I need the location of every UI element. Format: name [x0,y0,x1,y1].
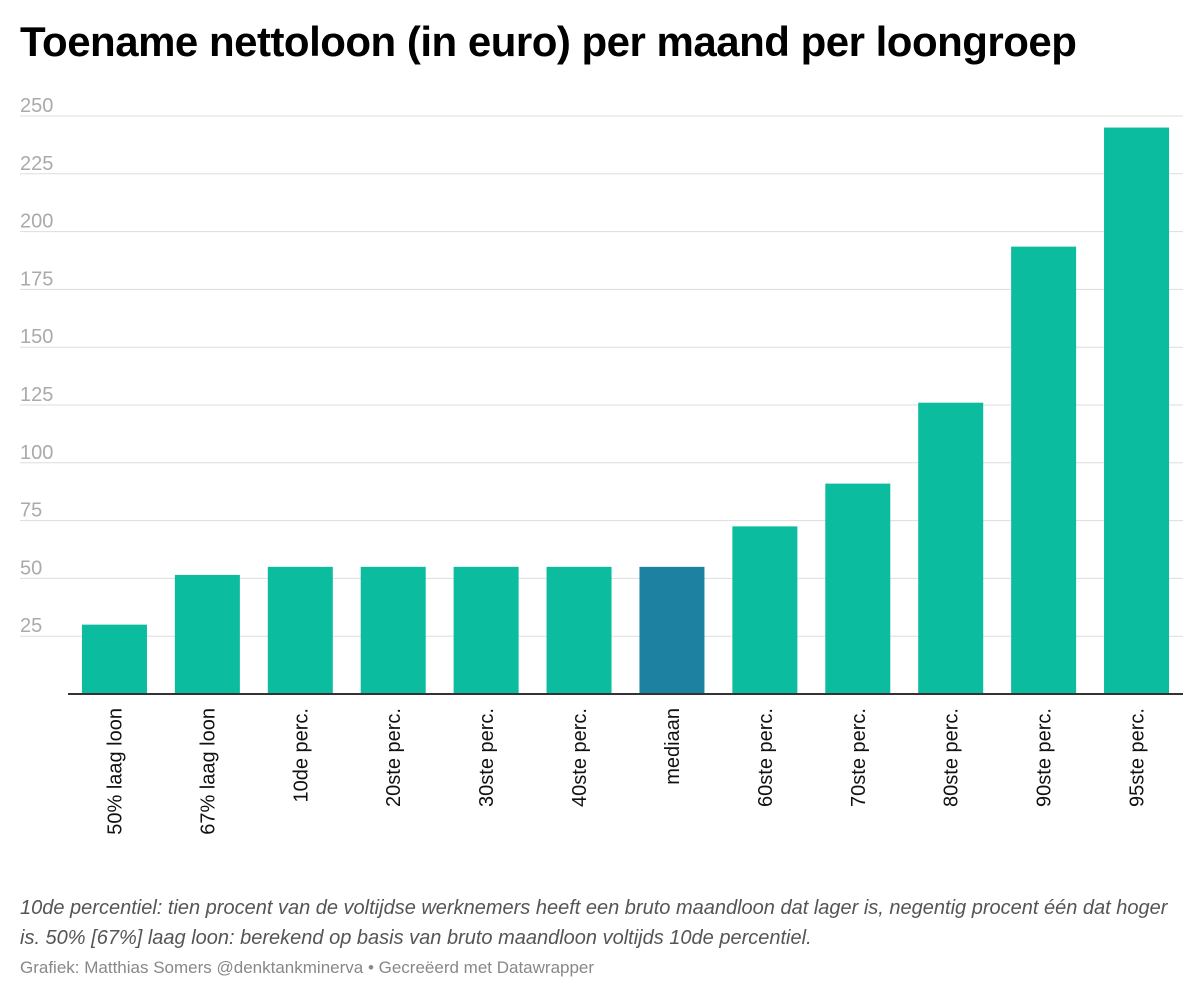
y-tick-label: 250 [20,95,53,117]
bar-30ste-perc- [453,566,519,694]
y-axis-ticks: 25 50 75 100 125 150 175 200 225 250 [20,95,53,637]
bar-20ste-perc- [360,566,426,694]
bar-40ste-perc- [546,566,612,694]
y-tick-label: 150 [20,326,53,348]
x-category-label: mediaan [662,708,684,785]
x-category-label: 20ste perc. [383,708,405,807]
x-axis-labels: 50% laag loon 67% laag loon 10de perc. 20st… [104,708,1148,835]
x-category-label: 30ste perc. [476,708,498,807]
bar-chart: 25 50 75 100 125 150 175 200 225 250 50% laag loo… [20,95,1183,835]
bar-70ste-perc- [825,483,891,694]
chart-notes: 10de percentiel: tien procent van de vol… [20,897,1168,949]
bar-80ste-perc- [918,402,984,694]
x-category-label: 60ste perc. [755,708,777,807]
x-category-label: 10de perc. [290,708,312,803]
x-category-label: 67% laag loon [197,708,219,835]
y-tick-label: 200 [20,211,53,233]
bar-10de-perc- [267,566,333,694]
bar-90ste-perc- [1011,246,1077,695]
chart-title: Toename nettoloon (in euro) per maand pe… [20,18,1077,65]
bar-60ste-perc- [732,526,798,694]
x-category-label: 40ste perc. [569,708,591,807]
bar-mediaan [639,566,705,694]
bar-95ste-perc- [1104,127,1170,694]
bar-50-laag-loon [81,624,147,694]
y-tick-label: 225 [20,153,53,175]
y-tick-label: 50 [20,557,42,579]
bars [81,127,1170,695]
x-category-label: 80ste perc. [941,708,963,807]
chart-byline: Grafiek: Matthias Somers @denktankminerv… [20,958,595,977]
x-category-label: 90ste perc. [1034,708,1056,807]
y-tick-label: 75 [20,500,42,522]
bar-67-laag-loon [174,574,240,694]
y-tick-label: 125 [20,384,53,406]
x-category-label: 95ste perc. [1127,708,1149,807]
y-tick-label: 175 [20,268,53,290]
x-category-label: 70ste perc. [848,708,870,807]
y-tick-label: 25 [20,615,42,637]
gridlines [20,115,1183,637]
y-tick-label: 100 [20,442,53,464]
x-category-label: 50% laag loon [104,708,126,835]
